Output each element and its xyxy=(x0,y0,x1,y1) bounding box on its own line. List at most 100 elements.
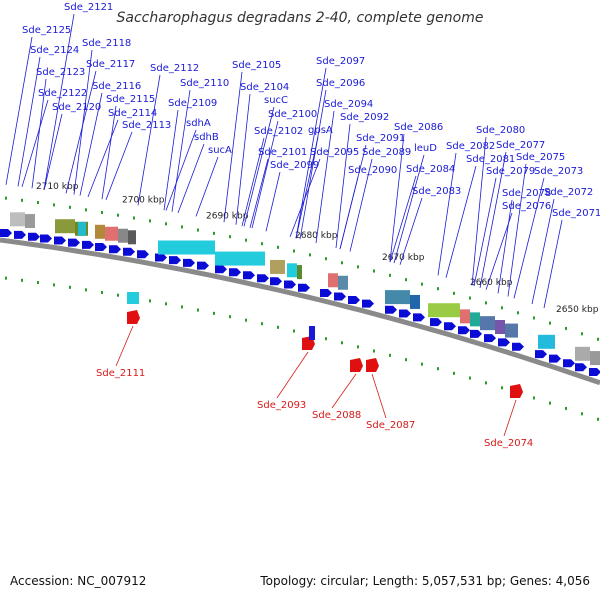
gene-arrow xyxy=(498,338,510,347)
tick-mark-lower xyxy=(357,345,359,349)
feature-block xyxy=(78,221,86,236)
feature-block xyxy=(338,275,348,290)
feature-block xyxy=(128,230,136,245)
tick-mark-lower xyxy=(37,281,39,285)
kbp-label: 2660 kbp xyxy=(470,278,513,288)
tick-mark-lower xyxy=(261,322,263,326)
gene-arrow xyxy=(68,238,80,247)
forward-gene-leader xyxy=(5,36,33,185)
tick-mark-lower xyxy=(293,329,295,333)
gene-arrow xyxy=(575,363,587,372)
forward-gene-label: Sde_2109 xyxy=(168,98,217,109)
reverse-gene-marker xyxy=(350,358,363,372)
feature-block xyxy=(95,224,105,239)
feature-block xyxy=(538,334,555,349)
tick-mark-upper xyxy=(85,208,87,212)
tick-mark-lower xyxy=(21,278,23,282)
forward-gene-label: Sde_2089 xyxy=(362,147,411,158)
tick-mark-upper xyxy=(485,301,487,305)
forward-gene-leader xyxy=(17,56,41,187)
reverse-gene-label: Sde_2087 xyxy=(366,420,415,431)
forward-gene-leader xyxy=(507,163,527,297)
gene-arrow xyxy=(430,318,442,327)
tick-mark-lower xyxy=(501,386,503,390)
forward-gene-leader xyxy=(339,176,359,250)
gene-arrow xyxy=(28,232,40,241)
forward-gene-label: Sde_2090 xyxy=(348,165,397,176)
forward-gene-label: Sde_2105 xyxy=(232,60,281,71)
forward-gene-leader xyxy=(543,219,563,309)
tick-mark-lower xyxy=(453,371,455,375)
forward-gene-label: Sde_2095 xyxy=(310,147,359,158)
reverse-gene-leader xyxy=(331,373,357,409)
forward-gene-label: Sde_2096 xyxy=(316,78,365,89)
reverse-feature-block xyxy=(127,292,139,304)
gene-arrow xyxy=(512,342,524,351)
forward-gene-label: Sde_2113 xyxy=(122,120,171,131)
forward-gene-leader xyxy=(295,67,327,239)
feature-block xyxy=(287,263,297,278)
forward-gene-label: Sde_2100 xyxy=(268,109,317,120)
tick-mark-upper xyxy=(469,296,471,300)
forward-gene-leader xyxy=(79,92,103,196)
tick-mark-lower xyxy=(421,362,423,366)
forward-gene-leader xyxy=(165,129,197,211)
gene-arrow xyxy=(0,229,12,237)
forward-gene-leader xyxy=(87,119,119,197)
gene-arrow xyxy=(215,265,227,274)
reverse-gene-marker xyxy=(366,358,379,372)
tick-mark-upper xyxy=(181,225,183,229)
gene-arrow xyxy=(197,261,209,270)
feature-block xyxy=(328,273,338,288)
gene-arrow xyxy=(549,354,561,363)
gene-arrow xyxy=(54,236,66,245)
forward-gene-label: Sde_2101 xyxy=(258,147,307,158)
accession-text: Accession: NC_007912 xyxy=(10,574,147,588)
gene-arrow xyxy=(362,299,374,308)
tick-mark-upper xyxy=(453,291,455,295)
feature-block xyxy=(575,346,590,361)
forward-gene-leader xyxy=(299,89,327,240)
tick-mark-upper xyxy=(325,257,327,261)
tick-mark-lower xyxy=(5,276,7,280)
forward-gene-label: Sde_2082 xyxy=(446,141,495,152)
forward-gene-leader xyxy=(479,151,507,288)
forward-gene-leader xyxy=(101,105,117,200)
kbp-label: 2710 kbp xyxy=(36,182,79,192)
forward-gene-leader xyxy=(399,197,423,265)
forward-gene-label: Sde_2076 xyxy=(502,201,551,212)
forward-gene-label: leuD xyxy=(414,143,437,154)
tick-mark-upper xyxy=(501,306,503,310)
forward-gene-label: Sde_2115 xyxy=(106,94,155,105)
forward-gene-leader xyxy=(335,123,351,249)
forward-gene-leader xyxy=(295,136,319,239)
reverse-gene-label: Sde_2111 xyxy=(96,368,145,379)
gene-arrow xyxy=(298,283,310,292)
forward-gene-label: Sde_2099 xyxy=(270,160,319,171)
forward-gene-label: Sde_2092 xyxy=(340,112,389,123)
feature-block xyxy=(25,214,35,229)
gene-arrow xyxy=(183,258,195,267)
tick-mark-upper xyxy=(389,273,391,277)
forward-gene-leader xyxy=(171,89,191,212)
forward-gene-leader xyxy=(471,136,487,286)
forward-gene-label: Sde_2097 xyxy=(316,56,365,67)
gene-arrow xyxy=(470,329,482,338)
gene-arrow xyxy=(229,268,241,277)
reverse-gene-marker xyxy=(510,384,523,398)
tick-mark-upper xyxy=(533,316,535,320)
tick-mark-upper xyxy=(581,332,583,336)
reverse-gene-label: Sde_2088 xyxy=(312,410,361,421)
forward-gene-label: sucA xyxy=(208,145,232,156)
gene-arrow xyxy=(123,247,135,256)
gene-arrow xyxy=(444,322,456,331)
forward-gene-leader xyxy=(243,106,275,227)
tick-mark-lower xyxy=(117,293,119,297)
feature-block xyxy=(10,212,25,227)
forward-gene-label: Sde_2123 xyxy=(36,67,85,78)
tick-mark-upper xyxy=(517,311,519,315)
gene-arrow xyxy=(243,271,255,280)
gene-arrow xyxy=(484,334,496,343)
forward-gene-leader xyxy=(513,177,545,299)
